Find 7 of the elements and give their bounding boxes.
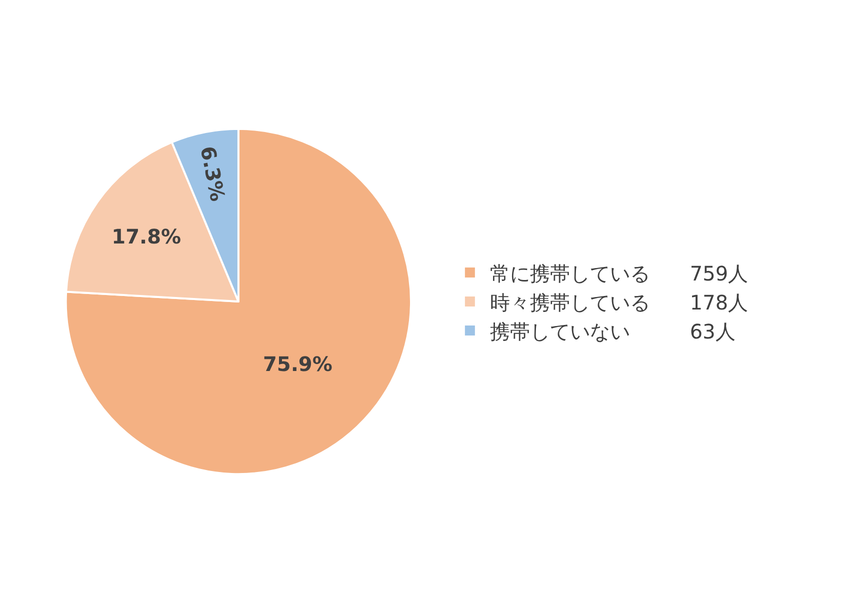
- data-label: 17.8%: [112, 224, 182, 248]
- legend-label: 常に携帯している 759人: [490, 261, 748, 286]
- pie-slice: [65, 128, 412, 475]
- data-label: 6.3%: [196, 144, 230, 204]
- data-label: 75.9%: [262, 352, 332, 376]
- legend-label: 携帯していない 63人: [490, 319, 736, 344]
- legend-label: 時々携帯している 178人: [490, 290, 748, 314]
